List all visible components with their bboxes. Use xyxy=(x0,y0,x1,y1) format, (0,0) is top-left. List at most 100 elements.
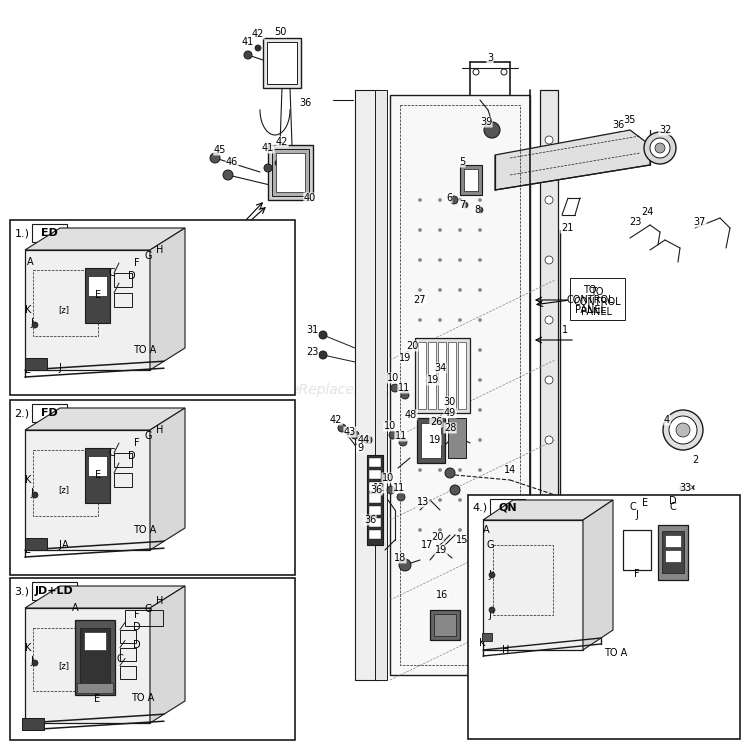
Circle shape xyxy=(545,496,553,504)
Bar xyxy=(369,494,381,503)
Bar xyxy=(33,628,98,691)
Circle shape xyxy=(458,258,461,261)
Text: L: L xyxy=(22,723,28,733)
Text: 3.): 3.) xyxy=(14,586,29,596)
Circle shape xyxy=(545,316,553,324)
Circle shape xyxy=(655,143,665,153)
Text: E: E xyxy=(94,694,100,705)
Text: G: G xyxy=(144,251,152,261)
Bar xyxy=(428,342,436,409)
Bar xyxy=(369,470,381,479)
Text: 1.): 1.) xyxy=(14,228,29,238)
Text: J: J xyxy=(31,656,34,666)
Bar xyxy=(448,418,466,458)
Text: 28: 28 xyxy=(444,423,456,433)
Circle shape xyxy=(439,408,442,411)
Circle shape xyxy=(419,228,422,231)
Text: 36: 36 xyxy=(364,515,376,525)
Bar xyxy=(367,455,383,545)
Circle shape xyxy=(478,469,482,472)
Circle shape xyxy=(478,289,482,292)
Text: H: H xyxy=(503,645,510,655)
Bar xyxy=(472,559,486,567)
Circle shape xyxy=(458,228,461,231)
Circle shape xyxy=(319,331,327,339)
Text: 37: 37 xyxy=(694,217,706,227)
Circle shape xyxy=(478,318,482,321)
Circle shape xyxy=(478,528,482,531)
Text: FD: FD xyxy=(41,408,58,418)
Text: L: L xyxy=(26,365,31,375)
Text: 50: 50 xyxy=(274,27,286,37)
Text: CONTROL: CONTROL xyxy=(566,295,614,305)
Bar xyxy=(32,404,67,422)
Text: H: H xyxy=(156,425,164,435)
Text: K: K xyxy=(478,638,485,648)
Circle shape xyxy=(545,376,553,384)
Text: TO A: TO A xyxy=(131,693,154,703)
Text: D: D xyxy=(134,641,141,650)
Bar xyxy=(470,545,488,620)
Circle shape xyxy=(439,469,442,472)
Bar xyxy=(80,627,110,682)
Bar xyxy=(85,448,110,503)
Text: D: D xyxy=(128,271,136,281)
Bar xyxy=(430,610,460,640)
Text: 23: 23 xyxy=(306,347,318,357)
Bar xyxy=(369,506,381,515)
Bar xyxy=(120,647,136,661)
Bar xyxy=(32,582,77,600)
Text: ENGINE: ENGINE xyxy=(148,242,200,254)
Circle shape xyxy=(223,170,233,180)
Bar xyxy=(662,531,684,573)
Circle shape xyxy=(650,138,670,158)
Circle shape xyxy=(255,45,261,51)
Text: 35: 35 xyxy=(624,115,636,125)
Circle shape xyxy=(445,468,455,478)
Text: 23: 23 xyxy=(654,570,666,580)
Text: 13: 13 xyxy=(417,497,429,507)
Circle shape xyxy=(419,438,422,441)
Text: 12: 12 xyxy=(373,483,386,493)
Polygon shape xyxy=(483,520,583,650)
Text: 3: 3 xyxy=(487,53,493,63)
Circle shape xyxy=(419,498,422,501)
Polygon shape xyxy=(150,586,185,723)
Text: 19: 19 xyxy=(399,353,411,363)
Bar xyxy=(493,545,553,615)
Text: 23: 23 xyxy=(628,217,641,227)
Bar xyxy=(665,535,681,547)
Text: 4: 4 xyxy=(664,415,670,425)
Text: 45: 45 xyxy=(214,145,226,155)
Circle shape xyxy=(545,196,553,204)
Circle shape xyxy=(439,379,442,382)
Bar xyxy=(472,592,486,600)
Bar xyxy=(33,270,98,336)
Text: 36: 36 xyxy=(612,120,624,130)
Bar xyxy=(468,495,740,739)
Circle shape xyxy=(545,136,553,144)
Text: 9: 9 xyxy=(357,443,363,453)
Text: 5: 5 xyxy=(459,157,465,167)
Polygon shape xyxy=(150,228,185,370)
Text: C: C xyxy=(109,268,115,278)
Circle shape xyxy=(676,423,690,437)
Polygon shape xyxy=(25,228,185,250)
Circle shape xyxy=(419,199,422,202)
Bar xyxy=(32,224,67,242)
Bar xyxy=(369,518,381,527)
Bar xyxy=(369,482,381,491)
Circle shape xyxy=(478,438,482,441)
Bar xyxy=(458,342,466,409)
Bar xyxy=(114,293,132,307)
Text: 16: 16 xyxy=(436,590,448,600)
Bar xyxy=(460,165,482,195)
Text: 20: 20 xyxy=(430,532,443,542)
Circle shape xyxy=(419,348,422,351)
Bar xyxy=(390,95,530,675)
Text: 48: 48 xyxy=(405,410,417,420)
Bar xyxy=(25,358,47,370)
Text: 42: 42 xyxy=(276,137,288,147)
Text: J: J xyxy=(488,610,491,620)
Circle shape xyxy=(545,256,553,264)
